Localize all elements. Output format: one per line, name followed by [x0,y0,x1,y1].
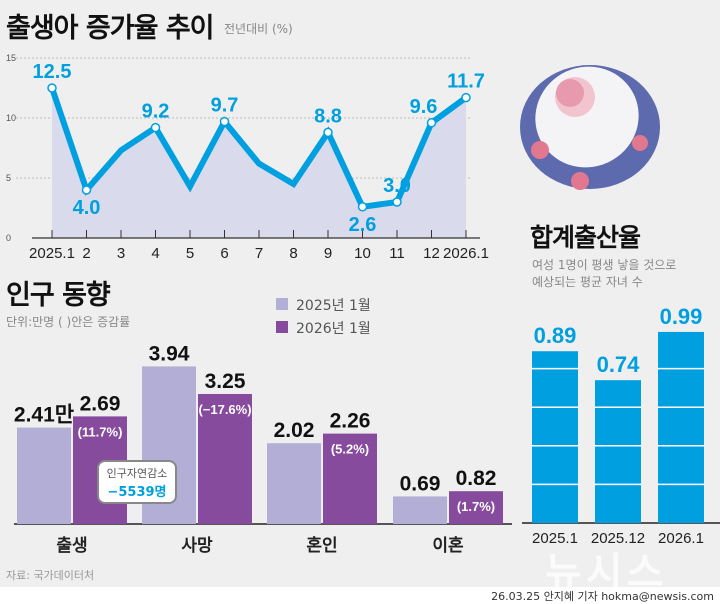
legend-swatch-2025 [276,298,288,310]
y-tick-label: 15 [6,53,16,63]
tfr-subtitle-1: 여성 1명이 평생 낳을 것으로 [532,258,677,272]
legend-label-2026: 2026년 1월 [296,321,371,337]
category-label: 이혼 [432,535,464,555]
category-label: 사망 [181,536,213,555]
data-label: 9.6 [410,96,438,118]
x-tick-label: 6 [220,245,228,262]
x-tick-label: 12 [423,245,440,262]
value-label-2026: 3.25 [205,370,246,393]
data-point [357,202,368,212]
tfr-subtitle-2: 예상되는 평균 자녀 수 [532,275,643,289]
data-point [150,122,161,133]
data-point [219,116,230,127]
data-label: 2.6 [349,214,377,236]
x-tick-label: 7 [255,245,263,262]
change-label: (11.7%) [78,424,123,439]
data-label: 3.0 [383,175,411,197]
legend-label-2025: 2025년 1월 [296,298,371,314]
callout-value: −5539명 [107,485,167,500]
data-label: 4.0 [73,197,101,219]
x-tick-label: 5 [186,245,194,262]
data-point [47,83,57,93]
data-label: 12.5 [33,61,72,83]
data-label: 8.8 [314,105,342,127]
tfr-value-label: 0.99 [660,304,703,329]
line-chart-subtitle: 전년대비 (%) [224,22,293,36]
x-tick-label: 8 [289,245,297,262]
data-point [81,185,92,195]
value-label-2026: 2.26 [330,410,371,433]
tfr-bar-chart: 0.89 2025.1 0.74 2025.12 0.99 2026.1 [522,304,720,547]
change-label: (−17.6%) [198,402,251,417]
x-tick-label: 10 [354,245,371,262]
line-chart: 0 5 10 15 2025.1 2 3 4 5 6 7 8 9 10 11 12 2026.1 12.5 4.0 9… [6,53,489,262]
value-label-2025: 2.02 [274,419,315,442]
tfr-bar [658,331,704,523]
y-tick-label: 5 [6,173,11,183]
tfr-category-label: 2025.12 [591,530,645,547]
natural-decrease-callout: 인구자연감소 −5539명 [97,460,177,504]
bar-2025 [17,427,71,524]
x-tick-label: 9 [324,245,332,262]
pop-bar-chart: 2.41만 2.69 (11.7%) 출생 3.94 3.25 (−17.6%) 사망 2.02… [14,342,512,555]
footer: 26.03.25 안지혜 기자 hokma@newsis.com [0,587,720,604]
x-tick-label: 11 [389,245,405,262]
bar-2025 [393,496,447,524]
legend-swatch-2026 [276,321,288,333]
callout-label: 인구자연감소 [106,467,168,480]
value-label-2025: 3.94 [149,342,190,365]
change-label: (1.7%) [457,499,495,514]
line-chart-title: 출생아 증가율 추이 [6,13,215,44]
source-note: 자료: 국가데이터처 [6,569,95,582]
tfr-value-label: 0.89 [534,323,577,348]
baby-illustration [520,65,660,190]
bar-2026 [323,433,377,524]
category-label: 출생 [56,536,87,555]
bar-2026 [449,491,503,524]
x-tick-label: 2026.1 [443,245,489,262]
x-tick-label: 3 [117,245,125,262]
value-label-2025: 2.41만 [14,404,74,427]
tfr-bar [595,380,641,523]
x-tick-label: 2 [82,245,90,262]
value-label-2026: 2.69 [80,392,121,415]
data-label: 9.2 [142,101,170,123]
tfr-value-label: 0.74 [597,352,641,377]
bar-2026 [198,394,252,524]
data-point [461,92,471,103]
pop-unit-note: 단위:만명 ( )안은 증감률 [6,315,131,329]
x-tick-label: 2025.1 [29,245,75,262]
data-label: 9.7 [211,95,239,117]
y-tick-label: 0 [6,233,11,243]
data-label: 11.7 [447,71,485,93]
credit: 26.03.25 안지혜 기자 hokma@newsis.com [491,590,714,603]
data-point [426,118,437,128]
value-label-2026: 0.82 [456,467,497,490]
y-tick-label: 10 [6,113,16,123]
data-point [323,127,333,138]
bar-2025 [267,443,321,524]
pop-chart-title: 인구 동향 [6,280,111,311]
data-point [392,197,402,207]
category-label: 혼인 [306,535,337,555]
tfr-bar [532,351,578,523]
value-label-2025: 0.69 [400,472,441,495]
tfr-category-label: 2025.1 [532,530,578,547]
tfr-chart-title: 합계출산율 [530,223,641,252]
change-label: (5.2%) [331,442,369,457]
x-tick-label: 4 [151,245,159,262]
tfr-category-label: 2026.1 [658,530,704,547]
line-area [52,88,466,238]
